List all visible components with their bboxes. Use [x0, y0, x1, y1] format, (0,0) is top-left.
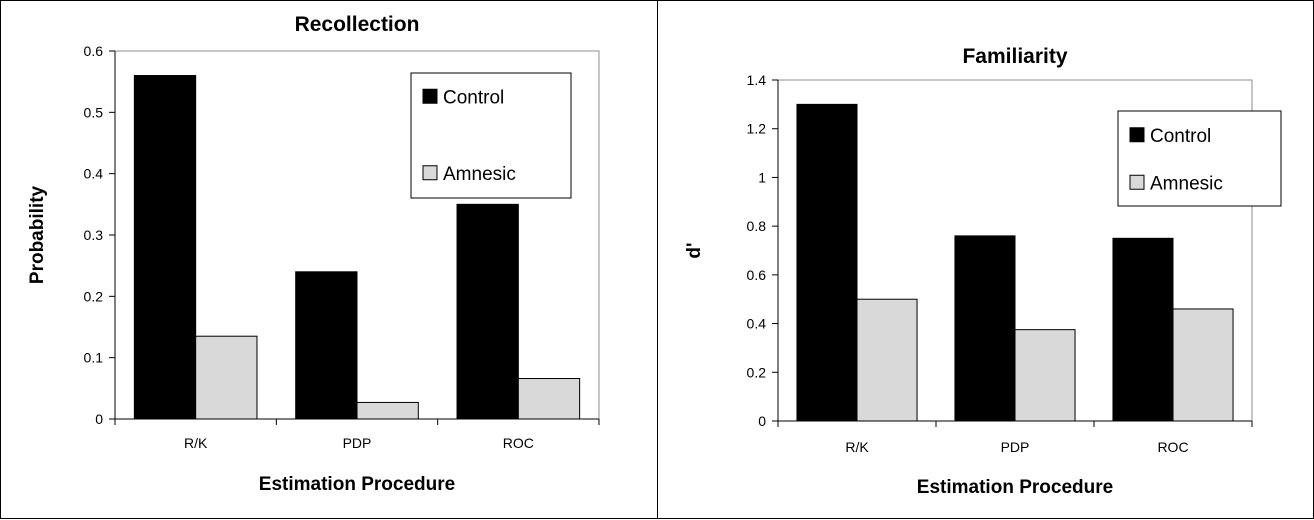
y-tick-label: 0.2 [747, 364, 767, 380]
legend-label-amnesic: Amnesic [443, 164, 516, 185]
legend-box [410, 72, 572, 199]
familiarity-chart: Familiarity 0 0.2 0.4 0.6 0.8 1 1.2 1.4 R/K PDP ROC… [684, 45, 1282, 498]
y-tick-label: 0.5 [84, 104, 104, 120]
y-tick-label: 0.2 [84, 288, 104, 304]
y-tick-label: 0.3 [84, 227, 104, 243]
y-tick-label: 0 [758, 413, 766, 429]
bar-control-roc [456, 203, 519, 420]
legend-swatch-control [422, 88, 438, 104]
x-tick-label: R/K [845, 439, 869, 455]
recollection-panel: Recollection 0 0.1 0.2 0.3 0.4 0.5 0.6 R/K PDP ROC… [0, 0, 658, 519]
x-tick-label: ROC [1157, 439, 1188, 455]
x-axis-label: Estimation Procedure [259, 474, 455, 495]
bar-amnesic-rk [195, 335, 258, 420]
x-tick-label: ROC [503, 435, 534, 451]
y-tick-label: 0 [95, 411, 103, 427]
x-tick-label: PDP [1001, 439, 1030, 455]
legend-swatch-amnesic [1129, 174, 1145, 190]
y-axis-label: d' [684, 242, 705, 258]
y-tick-label: 0.4 [747, 316, 767, 332]
bar-control-roc [1112, 237, 1174, 422]
bar-control-rk [796, 103, 858, 422]
y-tick-label: 0.1 [84, 350, 104, 366]
y-tick-label: 0.6 [747, 267, 767, 283]
y-tick-label: 1 [758, 169, 766, 185]
legend-label-control: Control [1150, 126, 1211, 147]
y-tick-label: 0.4 [84, 166, 104, 182]
chart-title: Recollection [295, 13, 420, 36]
bar-amnesic-roc [517, 378, 581, 420]
bar-amnesic-roc [1172, 308, 1234, 422]
x-tick-label: R/K [184, 435, 208, 451]
legend-label-amnesic: Amnesic [1150, 173, 1223, 194]
legend-box [1117, 110, 1282, 207]
bar-amnesic-pdp [1014, 329, 1076, 422]
chart-title: Familiarity [962, 45, 1067, 68]
y-axis-label: Probability [27, 185, 48, 284]
bar-amnesic-rk [856, 298, 918, 422]
y-tick-label: 0.6 [84, 43, 104, 59]
familiarity-panel: Familiarity 0 0.2 0.4 0.6 0.8 1 1.2 1.4 R/K PDP ROC… [657, 0, 1314, 519]
y-tick-label: 0.8 [747, 218, 767, 234]
bar-control-pdp [295, 271, 358, 420]
bar-control-rk [133, 75, 197, 420]
y-tick-label: 1.4 [747, 72, 767, 88]
legend-label-control: Control [443, 87, 504, 108]
legend-swatch-control [1129, 127, 1145, 143]
recollection-chart: Recollection 0 0.1 0.2 0.3 0.4 0.5 0.6 R/K PDP ROC… [27, 13, 600, 495]
bar-amnesic-pdp [356, 401, 419, 420]
x-axis-label: Estimation Procedure [917, 477, 1113, 498]
x-tick-label: PDP [343, 435, 372, 451]
bar-control-pdp [954, 235, 1016, 422]
legend-swatch-amnesic [422, 165, 438, 181]
y-tick-label: 1.2 [747, 121, 767, 137]
